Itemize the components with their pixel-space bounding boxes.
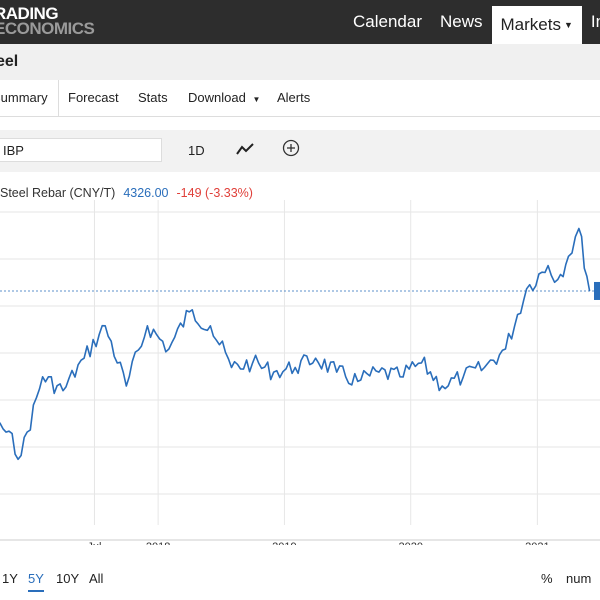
chart-svg: Jul 2018 2019 2020 2021 [0, 200, 600, 553]
logo-line-2: ECONOMICS [0, 19, 95, 38]
nav-indicators[interactable]: Inc [590, 12, 600, 31]
legend-change: -149 (-3.33%) [176, 186, 253, 200]
symbol-input[interactable]: IBP [0, 138, 162, 162]
tab-stats[interactable]: Stats [138, 90, 168, 105]
logo-line-1: RADING [0, 4, 59, 23]
series-line [0, 227, 591, 461]
plus-circle-icon[interactable] [282, 139, 300, 161]
range-5y[interactable]: 5Y [28, 568, 44, 592]
title-bar: eel [0, 44, 600, 80]
x-tick-label: 2020 [398, 541, 422, 545]
current-value-marker [594, 281, 600, 300]
price-chart[interactable]: Jul 2018 2019 2020 2021 [0, 200, 600, 553]
nav-news[interactable]: News [440, 12, 483, 31]
top-navbar: RADING ECONOMICS Calendar News Markets ▼ … [0, 0, 600, 44]
tab-summary[interactable]: Summary [0, 80, 59, 116]
legend-series-name: Steel Rebar (CNY/T) [0, 186, 116, 200]
x-tick-label: 2018 [146, 541, 170, 545]
tab-alerts[interactable]: Alerts [277, 90, 311, 105]
tab-forecast[interactable]: Forecast [68, 90, 119, 105]
range-1y[interactable]: 1Y [2, 571, 18, 586]
x-tick-label: 2021 [525, 541, 549, 545]
nav-markets-label: Markets [500, 15, 561, 34]
chart-toolbar: IBP 1D [0, 130, 600, 172]
tab-bar: Summary Forecast Stats Download ▼ Alerts [0, 80, 600, 117]
chart-legend: Steel Rebar (CNY/T) 4326.00 -149 (-3.33%) [0, 186, 253, 200]
range-bar: 1Y 5Y 10Y All % num [0, 562, 600, 592]
tab-download[interactable]: Download ▼ [188, 80, 260, 116]
x-tick-label: 2019 [272, 541, 296, 545]
percent-toggle[interactable]: % [541, 571, 553, 586]
nav-markets[interactable]: Markets ▼ [491, 6, 582, 44]
tab-download-label: Download [188, 90, 246, 105]
interval-button[interactable]: 1D [188, 143, 205, 158]
num-toggle[interactable]: num [566, 571, 592, 586]
main-nav: Calendar News Markets▼ Inc [344, 0, 600, 44]
range-10y[interactable]: 10Y [56, 571, 80, 586]
range-all[interactable]: All [89, 571, 104, 586]
caret-down-icon: ▼ [563, 20, 573, 30]
nav-calendar[interactable]: Calendar [353, 12, 422, 31]
page-title: eel [0, 53, 19, 70]
site-logo[interactable]: RADING ECONOMICS [0, 4, 95, 38]
line-chart-icon[interactable] [236, 141, 254, 163]
x-tick-label: Jul [87, 541, 101, 545]
caret-down-icon: ▼ [252, 95, 261, 104]
legend-value: 4326.00 [123, 186, 169, 200]
